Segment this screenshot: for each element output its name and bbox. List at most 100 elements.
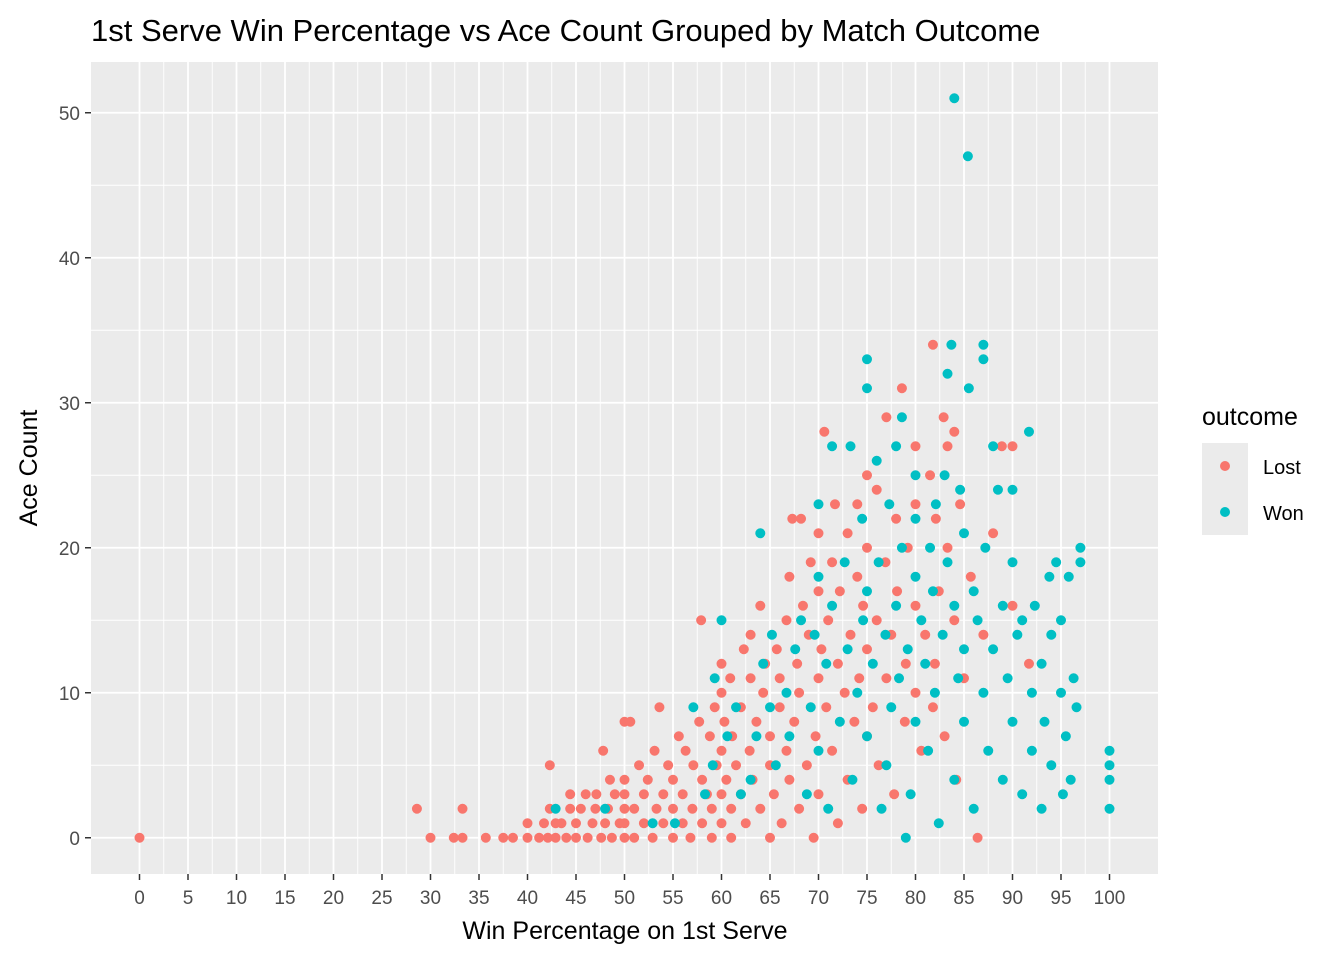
data-point [845,441,856,452]
data-point [1007,484,1018,495]
data-point [955,484,966,495]
data-point [768,789,779,800]
data-point [983,745,994,756]
data-point [942,557,953,568]
data-point [755,600,766,611]
data-point [792,658,803,669]
data-point [765,832,775,843]
data-point [1065,774,1076,785]
data-point [634,760,645,771]
data-point [871,455,882,466]
data-point [1060,731,1071,742]
data-point [697,818,708,829]
data-point [809,629,820,640]
data-point [953,673,964,684]
data-point [522,832,533,843]
data-point [700,789,711,800]
data-point [1104,803,1115,814]
data-point [949,615,960,626]
data-point [619,774,630,785]
data-point [871,484,882,495]
data-point [784,571,795,582]
data-point [896,383,907,394]
data-point [735,789,746,800]
data-point [740,818,751,829]
data-point [949,426,960,437]
data-point [839,557,850,568]
data-point [731,702,742,713]
data-point [751,731,762,742]
data-point [1063,571,1074,582]
data-point [1046,629,1057,640]
data-point [774,673,785,684]
y-tick-label: 50 [59,104,80,125]
data-point [1071,702,1082,713]
data-point [673,731,684,742]
data-point [813,586,824,597]
data-point [920,629,931,640]
data-point [606,832,617,843]
x-tick-label: 45 [565,888,586,909]
legend-label-won: Won [1263,503,1304,525]
data-point [587,818,598,829]
data-point [774,702,785,713]
data-point [862,586,872,597]
x-tick-label: 20 [323,888,344,909]
data-point [959,644,969,655]
data-point [696,615,707,626]
data-point [745,629,756,640]
data-point [731,760,742,771]
data-point [873,557,884,568]
data-point [916,615,927,626]
data-point [677,789,688,800]
data-point [813,571,824,582]
data-point [827,600,838,611]
data-point [816,644,827,655]
data-point [997,774,1008,785]
data-point [842,644,853,655]
data-point [862,731,872,742]
data-point [813,499,824,510]
data-point [930,499,941,510]
data-point [927,702,938,713]
data-point [609,789,620,800]
data-point [719,716,730,727]
data-point [1036,658,1047,669]
data-point [694,716,705,727]
data-point [629,832,640,843]
data-point [858,615,869,626]
x-tick-label: 90 [1002,888,1023,909]
data-point [852,571,863,582]
data-point [894,673,905,684]
data-point [968,586,979,597]
data-point [534,832,545,843]
data-point [448,832,459,843]
data-point [862,354,872,365]
data-point [910,441,921,452]
data-point [1075,542,1086,553]
data-point [765,702,775,713]
data-point [765,731,775,742]
data-point [992,484,1003,495]
data-point [900,832,911,843]
data-point [891,441,902,452]
data-point [849,716,860,727]
data-point [797,600,808,611]
data-point [751,716,762,727]
data-point [884,499,895,510]
data-point [910,513,921,524]
data-point [827,745,838,756]
data-point [862,644,872,655]
data-point [910,716,921,727]
data-point [709,702,720,713]
data-point [847,774,858,785]
data-point [1039,716,1050,727]
data-point [876,803,887,814]
data-point [978,354,989,365]
data-point [582,832,593,843]
data-point [704,731,715,742]
data-point [845,629,856,640]
data-point [591,789,602,800]
data-point [968,803,979,814]
data-point [787,513,798,524]
